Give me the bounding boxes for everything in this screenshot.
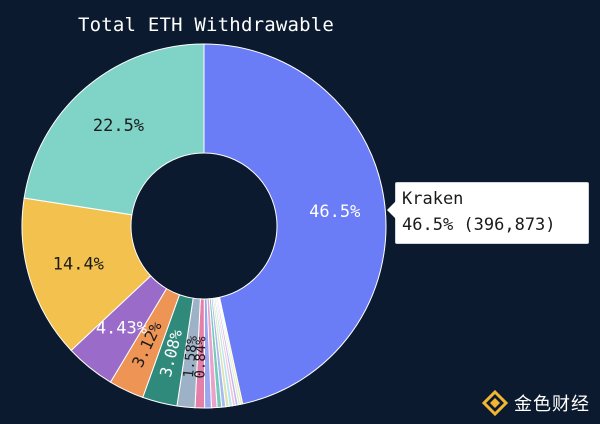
watermark-text: 金色财经: [514, 394, 590, 415]
donut-slice-17[interactable]: [23, 43, 205, 216]
slice-label: 1.58%: [181, 335, 201, 379]
donut-slice-kraken[interactable]: [203, 43, 387, 405]
slice-label: 4.43%: [96, 318, 147, 338]
donut-slice-16[interactable]: [21, 197, 152, 352]
watermark: 金色财经: [482, 390, 590, 416]
tooltip-arrow: [387, 201, 396, 219]
tooltip-series-value: 46.5% (396,873): [402, 215, 556, 235]
donut-slices: [21, 43, 387, 409]
slice-label: 46.5%: [309, 202, 360, 222]
tooltip-series-name: Kraken: [402, 189, 464, 209]
chart-title: Total ETH Withdrawable: [78, 14, 335, 36]
slice-label: 0.84%: [192, 336, 209, 379]
slice-label: 22.5%: [93, 116, 144, 136]
tooltip: Kraken 46.5% (396,873): [387, 183, 588, 243]
golden-diamond-logo-icon: [482, 390, 508, 416]
slice-label: 14.4%: [53, 255, 104, 275]
